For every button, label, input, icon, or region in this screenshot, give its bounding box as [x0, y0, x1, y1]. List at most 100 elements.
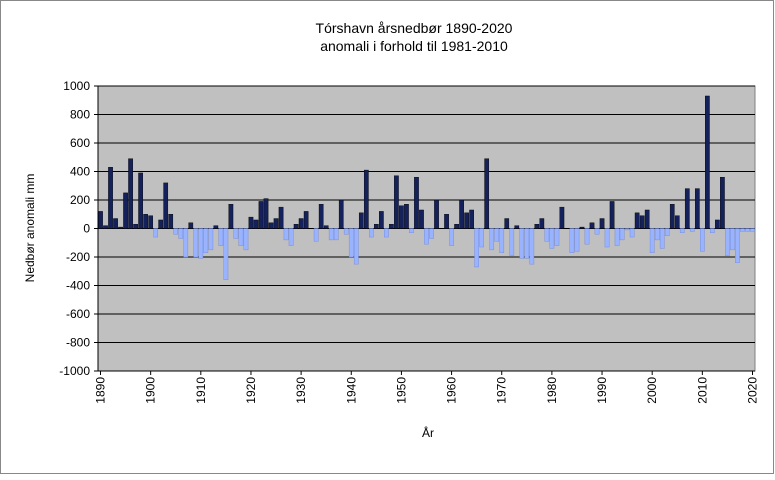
bar	[198, 228, 204, 259]
bar	[735, 228, 740, 263]
bar	[293, 224, 299, 229]
bar	[740, 228, 745, 232]
bar	[303, 211, 309, 229]
bar	[404, 204, 409, 229]
bar	[238, 228, 244, 246]
bar	[208, 228, 214, 251]
bar	[138, 172, 143, 229]
bar	[634, 212, 640, 229]
bar	[444, 214, 449, 229]
bar	[399, 205, 404, 229]
bar	[363, 169, 369, 229]
bar	[429, 228, 434, 239]
bar	[409, 228, 414, 233]
bar	[193, 228, 199, 258]
bar	[123, 192, 128, 229]
bar	[153, 228, 159, 238]
bar	[374, 224, 379, 229]
bar	[158, 219, 164, 229]
bar	[384, 228, 389, 238]
y-tick-label: 200	[70, 193, 90, 207]
bar	[559, 206, 565, 229]
bar	[524, 228, 530, 259]
bar	[705, 95, 710, 229]
bar	[253, 219, 259, 229]
y-tick-label: -400	[66, 279, 90, 293]
bar	[379, 211, 384, 229]
bar	[419, 209, 424, 229]
bar	[183, 228, 189, 258]
x-tick-label: 1940	[344, 377, 358, 404]
bar	[258, 201, 264, 229]
bar	[649, 228, 655, 253]
x-tick-label: 1890	[94, 377, 108, 404]
bar	[534, 224, 540, 229]
bar	[604, 228, 610, 248]
bar	[629, 228, 635, 238]
bar	[654, 228, 660, 241]
x-tick-label: 1930	[294, 377, 308, 404]
bar	[333, 228, 339, 241]
bar	[188, 222, 194, 229]
y-tick-label: -1000	[59, 364, 90, 378]
x-tick-label: 1920	[244, 377, 258, 404]
bar	[454, 224, 459, 229]
bar	[283, 228, 289, 241]
bar	[98, 211, 103, 229]
x-tick-label: 1950	[394, 377, 408, 404]
bar	[328, 228, 334, 241]
bar	[459, 199, 464, 229]
bar	[248, 216, 254, 229]
bar	[288, 228, 294, 246]
bar	[178, 228, 184, 239]
bar	[278, 206, 284, 229]
bar	[479, 228, 484, 248]
bar	[504, 218, 510, 229]
chart-subtitle: anomali i forhold til 1981-2010	[320, 38, 508, 54]
bar	[449, 228, 454, 246]
bar	[233, 228, 239, 239]
bar	[514, 225, 520, 229]
bar	[554, 228, 560, 246]
bar	[609, 201, 615, 229]
bar	[424, 228, 429, 245]
bar	[213, 225, 219, 229]
bar	[108, 167, 113, 229]
bar	[715, 219, 720, 229]
x-tick-label: 1900	[144, 377, 158, 404]
bar	[348, 228, 354, 258]
y-tick-label: 1000	[63, 79, 90, 93]
bar	[358, 212, 364, 229]
bar	[203, 228, 209, 253]
bar	[113, 218, 118, 229]
bar	[725, 228, 730, 256]
bar	[218, 228, 224, 246]
bar	[684, 188, 690, 229]
bar	[750, 228, 755, 232]
bar	[529, 228, 535, 265]
bar	[223, 228, 229, 280]
bar	[639, 215, 645, 229]
bar	[148, 215, 153, 229]
bar	[509, 228, 515, 256]
x-axis-label: År	[422, 425, 434, 440]
bar	[268, 222, 274, 229]
x-tick-label: 1960	[445, 377, 459, 404]
bar	[519, 228, 525, 259]
bar	[674, 215, 680, 229]
bar	[414, 176, 419, 229]
y-tick-label: -600	[66, 307, 90, 321]
bar	[389, 224, 394, 229]
bar	[624, 228, 630, 231]
y-tick-label: -200	[66, 250, 90, 264]
bar	[394, 175, 399, 229]
x-tick-label: 1990	[595, 377, 609, 404]
x-tick-label: 2010	[695, 377, 709, 404]
x-tick-label: 1980	[545, 377, 559, 404]
bar	[659, 228, 665, 249]
bar	[689, 228, 695, 232]
bar	[539, 218, 545, 229]
bar	[745, 228, 750, 232]
bar	[549, 228, 555, 249]
